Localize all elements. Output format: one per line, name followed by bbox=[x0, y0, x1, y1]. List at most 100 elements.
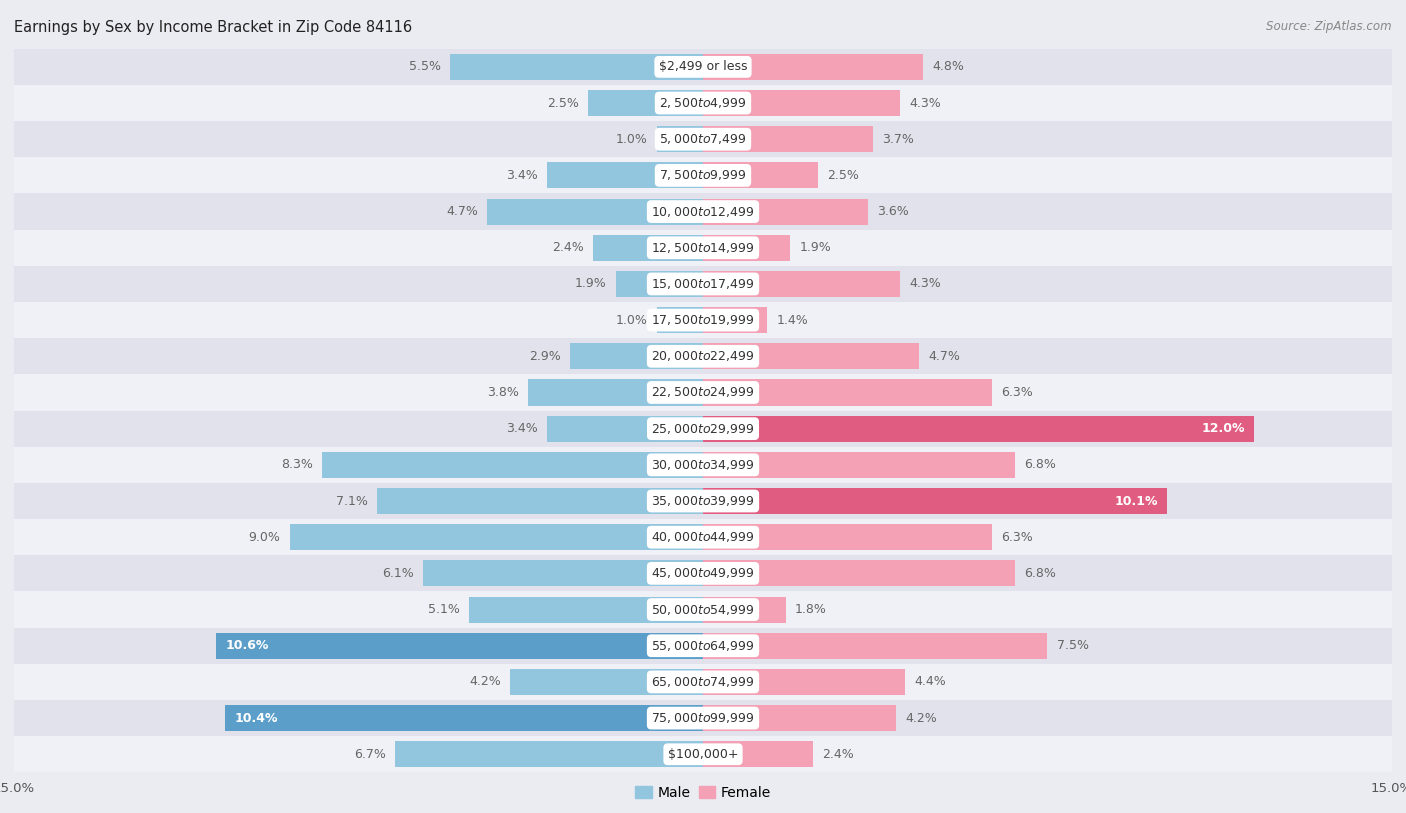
Bar bbox=[14, 230, 1392, 266]
Bar bbox=[703, 380, 993, 406]
Text: 6.3%: 6.3% bbox=[1001, 386, 1033, 399]
Text: 10.6%: 10.6% bbox=[225, 639, 269, 652]
Bar bbox=[377, 488, 703, 514]
Text: 7.1%: 7.1% bbox=[336, 494, 368, 507]
Text: 6.1%: 6.1% bbox=[382, 567, 413, 580]
Bar bbox=[703, 633, 1047, 659]
Text: 4.3%: 4.3% bbox=[910, 277, 942, 290]
Text: 1.8%: 1.8% bbox=[794, 603, 827, 616]
Text: 5.1%: 5.1% bbox=[427, 603, 460, 616]
Bar bbox=[14, 158, 1392, 193]
Text: 2.4%: 2.4% bbox=[551, 241, 583, 254]
Bar bbox=[703, 198, 869, 224]
Text: 12.0%: 12.0% bbox=[1202, 422, 1244, 435]
Bar bbox=[14, 520, 1392, 555]
Text: $5,000 to $7,499: $5,000 to $7,499 bbox=[659, 133, 747, 146]
Text: $30,000 to $34,999: $30,000 to $34,999 bbox=[651, 458, 755, 472]
Text: 1.4%: 1.4% bbox=[776, 314, 808, 327]
Text: 9.0%: 9.0% bbox=[249, 531, 280, 544]
Bar bbox=[703, 90, 900, 116]
Text: $7,500 to $9,999: $7,500 to $9,999 bbox=[659, 168, 747, 182]
Text: $15,000 to $17,499: $15,000 to $17,499 bbox=[651, 277, 755, 291]
Text: 2.9%: 2.9% bbox=[529, 350, 561, 363]
Bar bbox=[14, 700, 1392, 737]
Bar bbox=[703, 343, 920, 369]
Text: $10,000 to $12,499: $10,000 to $12,499 bbox=[651, 205, 755, 219]
Bar bbox=[588, 90, 703, 116]
Text: 10.1%: 10.1% bbox=[1114, 494, 1157, 507]
Text: Earnings by Sex by Income Bracket in Zip Code 84116: Earnings by Sex by Income Bracket in Zip… bbox=[14, 20, 412, 35]
Bar bbox=[14, 85, 1392, 121]
Text: 3.4%: 3.4% bbox=[506, 169, 537, 182]
Bar bbox=[703, 560, 1015, 586]
Text: 10.4%: 10.4% bbox=[235, 711, 278, 724]
Bar bbox=[703, 705, 896, 731]
Bar bbox=[14, 555, 1392, 592]
Text: $20,000 to $22,499: $20,000 to $22,499 bbox=[651, 350, 755, 363]
Bar bbox=[14, 663, 1392, 700]
Text: $45,000 to $49,999: $45,000 to $49,999 bbox=[651, 567, 755, 580]
Text: 7.5%: 7.5% bbox=[1057, 639, 1088, 652]
Bar bbox=[703, 741, 813, 767]
Bar bbox=[529, 380, 703, 406]
Text: 5.5%: 5.5% bbox=[409, 60, 441, 73]
Bar bbox=[14, 483, 1392, 520]
Text: $75,000 to $99,999: $75,000 to $99,999 bbox=[651, 711, 755, 725]
Bar bbox=[423, 560, 703, 586]
Bar bbox=[486, 198, 703, 224]
Bar bbox=[657, 307, 703, 333]
Text: $35,000 to $39,999: $35,000 to $39,999 bbox=[651, 494, 755, 508]
Bar bbox=[14, 411, 1392, 447]
Text: 3.4%: 3.4% bbox=[506, 422, 537, 435]
Bar bbox=[703, 415, 1254, 441]
Text: 3.7%: 3.7% bbox=[882, 133, 914, 146]
Text: $17,500 to $19,999: $17,500 to $19,999 bbox=[651, 313, 755, 327]
Text: 6.7%: 6.7% bbox=[354, 748, 387, 761]
Text: Source: ZipAtlas.com: Source: ZipAtlas.com bbox=[1267, 20, 1392, 33]
Bar bbox=[14, 628, 1392, 663]
Bar bbox=[468, 597, 703, 623]
Bar bbox=[547, 415, 703, 441]
Bar bbox=[14, 193, 1392, 229]
Text: $22,500 to $24,999: $22,500 to $24,999 bbox=[651, 385, 755, 399]
Text: 4.7%: 4.7% bbox=[446, 205, 478, 218]
Legend: Male, Female: Male, Female bbox=[630, 780, 776, 805]
Text: $55,000 to $64,999: $55,000 to $64,999 bbox=[651, 639, 755, 653]
Text: 4.7%: 4.7% bbox=[928, 350, 960, 363]
Bar bbox=[14, 49, 1392, 85]
Text: 8.3%: 8.3% bbox=[281, 459, 312, 472]
Bar bbox=[14, 338, 1392, 374]
Bar bbox=[395, 741, 703, 767]
Text: $2,499 or less: $2,499 or less bbox=[659, 60, 747, 73]
Bar bbox=[322, 452, 703, 478]
Text: 3.6%: 3.6% bbox=[877, 205, 910, 218]
Bar bbox=[14, 447, 1392, 483]
Text: 6.8%: 6.8% bbox=[1025, 459, 1056, 472]
Bar bbox=[14, 266, 1392, 302]
Bar bbox=[657, 126, 703, 152]
Bar bbox=[14, 302, 1392, 338]
Bar bbox=[510, 669, 703, 695]
Text: 1.9%: 1.9% bbox=[800, 241, 831, 254]
Bar bbox=[217, 633, 703, 659]
Bar bbox=[703, 524, 993, 550]
Bar bbox=[569, 343, 703, 369]
Bar bbox=[703, 307, 768, 333]
Bar bbox=[703, 235, 790, 261]
Text: 3.8%: 3.8% bbox=[488, 386, 519, 399]
Bar bbox=[14, 592, 1392, 628]
Bar bbox=[703, 452, 1015, 478]
Text: $2,500 to $4,999: $2,500 to $4,999 bbox=[659, 96, 747, 110]
Text: 4.2%: 4.2% bbox=[470, 676, 501, 689]
Text: 2.5%: 2.5% bbox=[827, 169, 859, 182]
Text: 4.4%: 4.4% bbox=[914, 676, 946, 689]
Text: $12,500 to $14,999: $12,500 to $14,999 bbox=[651, 241, 755, 254]
Text: $50,000 to $54,999: $50,000 to $54,999 bbox=[651, 602, 755, 616]
Text: 6.3%: 6.3% bbox=[1001, 531, 1033, 544]
Bar bbox=[703, 163, 818, 189]
Bar bbox=[703, 126, 873, 152]
Text: 2.4%: 2.4% bbox=[823, 748, 855, 761]
Text: 4.3%: 4.3% bbox=[910, 97, 942, 110]
Bar bbox=[703, 597, 786, 623]
Bar bbox=[593, 235, 703, 261]
